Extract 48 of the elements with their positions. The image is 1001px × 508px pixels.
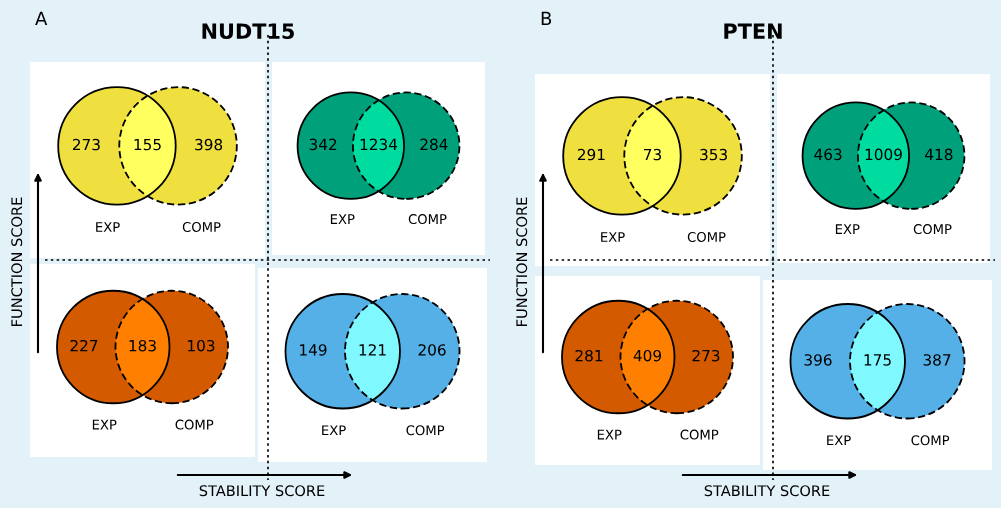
data-label: 398 xyxy=(195,138,223,151)
data-label: 155 xyxy=(134,138,161,151)
text: EXP xyxy=(827,435,851,446)
text: EXP xyxy=(601,232,625,242)
text: COMP xyxy=(913,224,952,235)
data-label: 418 xyxy=(925,148,953,161)
data-label: 149 xyxy=(300,344,327,356)
data-label: 227 xyxy=(70,339,98,352)
data-label: 273 xyxy=(692,349,720,362)
data-label: 206 xyxy=(418,344,446,356)
data-label: 103 xyxy=(188,339,215,352)
text: A xyxy=(35,11,48,25)
text: COMP xyxy=(911,435,950,446)
data-label: 73 xyxy=(644,148,661,161)
text: COMP xyxy=(687,232,726,242)
data-label: 175 xyxy=(864,354,891,366)
data-label: 387 xyxy=(923,354,951,366)
data-label: 284 xyxy=(420,138,448,151)
data-label: 463 xyxy=(814,148,842,161)
text: B xyxy=(541,11,552,25)
text: EXP xyxy=(96,222,120,232)
data-label: 273 xyxy=(72,138,100,151)
text: STABILITY SCORE xyxy=(704,485,830,497)
text: STABILITY SCORE xyxy=(199,485,325,497)
text: COMP xyxy=(175,419,214,430)
data-label: 342 xyxy=(309,138,337,151)
data-label: 353 xyxy=(700,148,727,161)
data-label: 396 xyxy=(804,354,832,366)
text: COMP xyxy=(680,429,719,440)
text: EXP xyxy=(835,224,860,234)
text: COMP xyxy=(406,425,445,436)
text: EXP xyxy=(597,429,622,440)
data-label: 121 xyxy=(359,344,386,356)
text: PTEN xyxy=(724,23,782,39)
text: EXP xyxy=(322,425,346,436)
data-label: 1009 xyxy=(865,148,902,161)
text: FUNCTION SCORE xyxy=(11,197,23,326)
text: EXP xyxy=(330,214,355,224)
data-label: 409 xyxy=(633,349,662,362)
text: NUDT15 xyxy=(202,23,294,40)
text: EXP xyxy=(92,419,117,430)
text: FUNCTION SCORE xyxy=(516,197,528,326)
data-label: 183 xyxy=(129,339,156,352)
text: COMP xyxy=(182,222,221,232)
data-label: 291 xyxy=(577,148,605,161)
data-label: 1234 xyxy=(360,138,398,151)
data-label: 281 xyxy=(575,349,603,362)
text: COMP xyxy=(408,214,447,225)
